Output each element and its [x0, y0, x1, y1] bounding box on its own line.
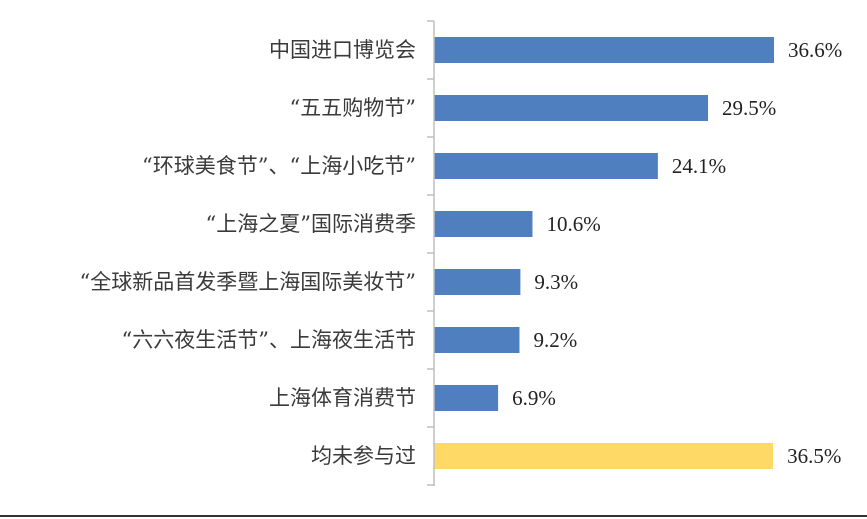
bar-3: [434, 211, 533, 237]
bar-5: [434, 327, 520, 353]
bar-4: [434, 269, 521, 295]
value-label-0: 36.6%: [788, 38, 842, 62]
value-label-3: 10.6%: [546, 212, 600, 236]
bar-7: [434, 443, 774, 469]
bottom-rule: [0, 515, 867, 517]
bar-2: [434, 153, 658, 179]
bar-6: [434, 385, 499, 411]
value-label-4: 9.3%: [534, 270, 578, 294]
bar-1: [434, 95, 709, 121]
value-label-1: 29.5%: [722, 96, 776, 120]
category-label-7: 均未参与过: [311, 444, 416, 468]
value-label-6: 6.9%: [512, 386, 556, 410]
value-label-5: 9.2%: [533, 328, 577, 352]
value-labels: 36.6% 29.5% 24.1% 10.6% 9.3% 9.2% 6.9% 36.5%: [512, 38, 842, 468]
category-labels: 中国进口博览会 “五五购物节” “环球美食节”、“上海小吃节” “上海之夏”国际消费季…: [80, 38, 416, 468]
bars-layer: [434, 37, 774, 469]
category-label-5: “六六夜生活节”、上海夜生活节: [122, 328, 416, 352]
category-label-3: “上海之夏”国际消费季: [206, 212, 416, 236]
category-label-0: 中国进口博览会: [269, 38, 416, 62]
category-axis-ticks: [427, 20, 434, 486]
value-label-2: 24.1%: [672, 154, 726, 178]
category-label-4: “全球新品首发季暨上海国际美妆节”: [80, 270, 416, 294]
category-label-1: “五五购物节”: [290, 96, 416, 120]
value-label-7: 36.5%: [787, 444, 841, 468]
category-label-2: “环球美食节”、“上海小吃节”: [142, 154, 416, 178]
category-label-6: 上海体育消费节: [269, 386, 416, 410]
bar-0: [434, 37, 774, 63]
